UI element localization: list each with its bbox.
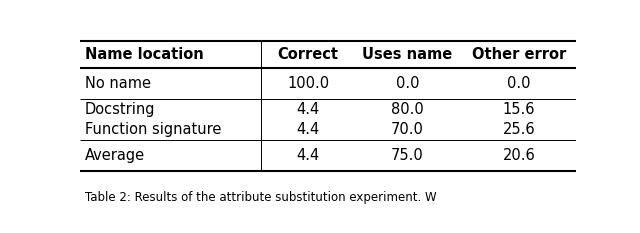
Text: Docstring: Docstring xyxy=(85,102,156,117)
Text: 15.6: 15.6 xyxy=(502,102,535,117)
Text: Function signature: Function signature xyxy=(85,122,221,137)
Text: 0.0: 0.0 xyxy=(508,76,531,91)
Text: Correct: Correct xyxy=(278,47,339,62)
Text: 0.0: 0.0 xyxy=(396,76,419,91)
Text: Uses name: Uses name xyxy=(362,47,452,62)
Text: 75.0: 75.0 xyxy=(391,148,424,163)
Text: No name: No name xyxy=(85,76,151,91)
Text: Other error: Other error xyxy=(472,47,566,62)
Text: 4.4: 4.4 xyxy=(296,102,320,117)
Text: 20.6: 20.6 xyxy=(502,148,535,163)
Text: 4.4: 4.4 xyxy=(296,148,320,163)
Text: 70.0: 70.0 xyxy=(391,122,424,137)
Text: 4.4: 4.4 xyxy=(296,122,320,137)
Text: 100.0: 100.0 xyxy=(287,76,329,91)
Text: Table 2: Results of the attribute substitution experiment. W: Table 2: Results of the attribute substi… xyxy=(85,191,436,204)
Text: 25.6: 25.6 xyxy=(502,122,535,137)
Text: Average: Average xyxy=(85,148,145,163)
Text: Name location: Name location xyxy=(85,47,204,62)
Text: 80.0: 80.0 xyxy=(391,102,424,117)
